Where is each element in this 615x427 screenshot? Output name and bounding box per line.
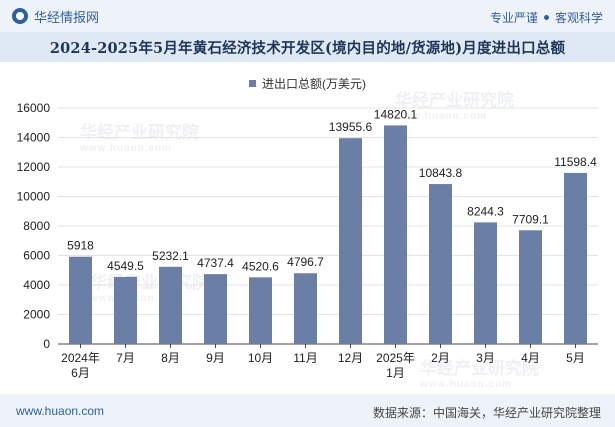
data-label: 4520.6 xyxy=(242,259,279,273)
y-tick-label: 6000 xyxy=(23,249,50,263)
chart-title: 2024-2025年5月年黄石经济技术开发区(境内目的地/货源地)月度进出口总额 xyxy=(49,39,566,57)
y-tick-label: 16000 xyxy=(17,101,51,115)
y-tick-label: 10000 xyxy=(17,190,51,204)
data-label: 4549.5 xyxy=(107,259,144,273)
bar xyxy=(294,273,317,344)
x-tick-label: 12月 xyxy=(338,351,363,365)
brand-logo-icon xyxy=(12,8,28,24)
top-bar: 华经情报网 专业严谨 客观科学 xyxy=(0,0,615,32)
x-tick-label: 2024年 xyxy=(61,351,100,365)
data-label: 10843.8 xyxy=(419,166,463,180)
y-tick-label: 14000 xyxy=(17,131,51,145)
x-tick-label: 3月 xyxy=(476,351,495,365)
source-note: 数据来源：中国海关，华经产业研究院整理 xyxy=(372,406,601,420)
bar xyxy=(519,230,542,344)
x-tick-label: 8月 xyxy=(161,351,180,365)
y-tick-label: 4000 xyxy=(23,278,50,292)
bar xyxy=(564,172,587,344)
bar xyxy=(429,184,452,344)
x-tick-label: 10月 xyxy=(248,351,273,365)
brand[interactable]: 华经情报网 xyxy=(12,7,99,25)
data-label: 11598.4 xyxy=(554,155,597,169)
bar xyxy=(339,138,362,344)
data-label: 13955.6 xyxy=(329,120,373,134)
y-tick-label: 0 xyxy=(43,337,50,351)
bar xyxy=(474,222,497,344)
bar xyxy=(384,125,407,344)
data-label: 4737.4 xyxy=(197,256,234,270)
bottom-band: www.huaon.com 数据来源：中国海关，华经产业研究院整理 xyxy=(0,394,615,427)
brand-name: 华经情报网 xyxy=(34,9,100,25)
y-tick-label: 12000 xyxy=(17,160,51,174)
bar xyxy=(69,256,92,344)
x-tick-label: 1月 xyxy=(386,366,405,380)
tagline-left: 专业严谨 xyxy=(489,11,538,25)
x-tick-label: 11月 xyxy=(293,351,317,365)
title-band: 2024-2025年5月年黄石经济技术开发区(境内目的地/货源地)月度进出口总额 xyxy=(0,32,615,62)
legend-swatch xyxy=(249,80,256,87)
x-tick-label: 4月 xyxy=(521,351,540,365)
legend-label: 进出口总额(万美元) xyxy=(262,77,366,91)
data-label: 14820.1 xyxy=(374,107,418,121)
data-label: 5918 xyxy=(67,239,94,253)
x-tick-label: 2月 xyxy=(431,351,450,365)
data-label: 8244.3 xyxy=(467,204,504,218)
x-tick-label: 5月 xyxy=(566,351,585,365)
chart-legend: 进出口总额(万美元) xyxy=(0,75,615,92)
y-tick-label: 2000 xyxy=(23,308,50,322)
bar xyxy=(159,266,182,344)
site-url-link[interactable]: www.huaon.com xyxy=(16,404,105,418)
y-tick-label: 8000 xyxy=(23,219,50,233)
tagline-right: 客观科学 xyxy=(554,11,603,25)
bar xyxy=(114,276,137,344)
bullet-dot-icon xyxy=(543,15,549,20)
bar xyxy=(204,274,227,344)
x-tick-label: 9月 xyxy=(206,351,225,365)
data-label: 5232.1 xyxy=(152,249,189,263)
data-label: 4796.7 xyxy=(287,255,324,269)
data-label: 7709.1 xyxy=(512,212,549,226)
tagline: 专业严谨 客观科学 xyxy=(490,9,603,26)
x-tick-label: 7月 xyxy=(116,351,135,365)
x-tick-label: 6月 xyxy=(71,366,90,380)
bar xyxy=(249,277,272,344)
x-tick-label: 2025年 xyxy=(376,351,415,365)
